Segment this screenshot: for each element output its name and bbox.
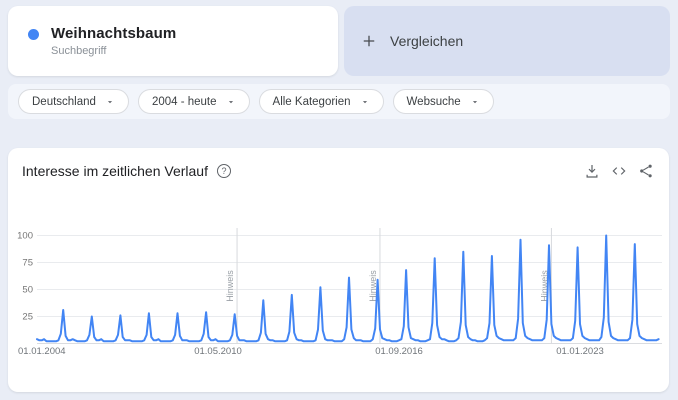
annotation-label: Hinweis [368, 270, 378, 302]
chart-toolbar [583, 162, 655, 180]
annotation-label: Hinweis [225, 270, 235, 302]
x-axis-label: 01.05.2010 [194, 346, 242, 357]
y-axis-label: 25 [22, 312, 33, 323]
series-color-dot-icon [28, 28, 39, 40]
compare-label: Vergleichen [390, 33, 464, 49]
filter-timerange-dropdown[interactable]: 2004 - heute [137, 89, 250, 114]
x-axis-label: 01.01.2004 [18, 346, 66, 357]
filter-region-value: Deutschland [32, 95, 96, 108]
y-axis-label: 100 [17, 231, 33, 242]
x-axis-label: 01.01.2023 [556, 346, 604, 357]
chevron-down-icon [228, 100, 233, 103]
y-axis-label: 50 [22, 285, 33, 296]
filter-searchtype-dropdown[interactable]: Websuche [392, 89, 494, 114]
chart-header: Interesse im zeitlichen Verlauf ? [22, 163, 231, 179]
interest-over-time-card: Interesse im zeitlichen Verlauf ? 25 50 75… [8, 148, 669, 392]
search-term-text: Weihnachtsbaum Suchbegriff [51, 25, 176, 57]
filter-timerange-value: 2004 - heute [151, 95, 217, 108]
add-comparison-card[interactable]: Vergleichen [344, 6, 670, 76]
share-icon[interactable] [637, 162, 655, 180]
y-axis-label: 75 [22, 258, 33, 269]
chevron-down-icon [472, 100, 477, 103]
filter-region-dropdown[interactable]: Deutschland [18, 89, 129, 114]
trend-line-chart[interactable]: 25 50 75 100 Hinweis Hinweis Hinweis 01.01.2004… [8, 148, 669, 392]
x-axis-label: 01.09.2016 [375, 346, 423, 357]
annotation-label: Hinweis [539, 270, 549, 302]
embed-code-icon[interactable] [610, 162, 628, 180]
trend-line-series [36, 234, 660, 343]
plus-icon [363, 35, 375, 47]
chevron-down-icon [362, 100, 367, 103]
filter-bar: Deutschland 2004 - heute Alle Kategorien… [8, 84, 670, 119]
search-term-type-label: Suchbegriff [51, 45, 107, 57]
help-icon[interactable]: ? [216, 164, 231, 178]
chart-title: Interesse im zeitlichen Verlauf [22, 163, 208, 179]
filter-category-dropdown[interactable]: Alle Kategorien [258, 89, 384, 114]
chevron-down-icon [107, 100, 113, 103]
download-icon[interactable] [583, 162, 601, 180]
filter-searchtype-value: Websuche [406, 95, 461, 108]
search-term-card[interactable]: Weihnachtsbaum Suchbegriff [8, 6, 338, 76]
filter-category-value: Alle Kategorien [272, 95, 351, 108]
search-term-label: Weihnachtsbaum [51, 25, 177, 42]
